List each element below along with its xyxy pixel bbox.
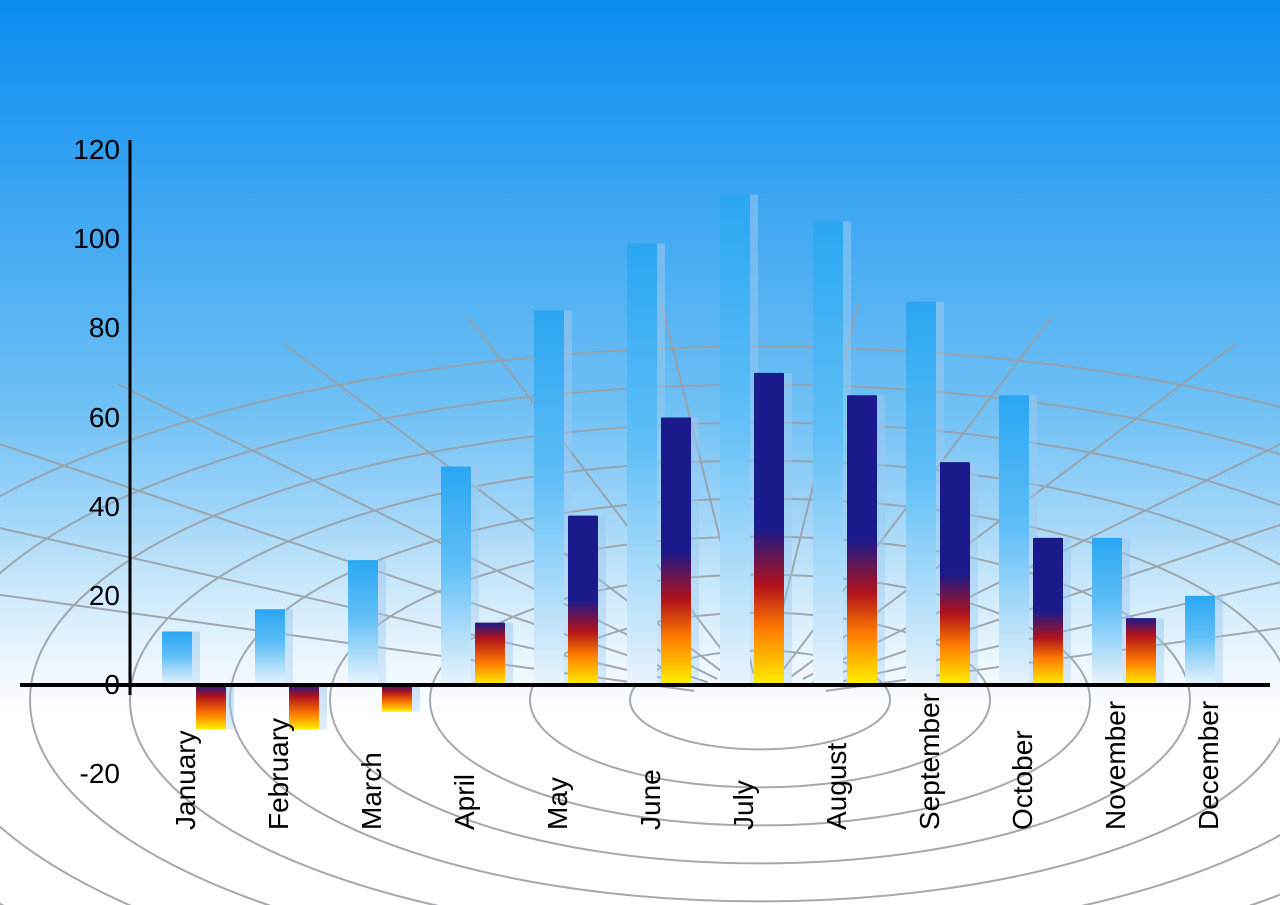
bar-fire <box>661 418 691 686</box>
x-axis-category-label: January <box>170 730 202 830</box>
x-axis-category-label: June <box>635 769 667 830</box>
bar-fire <box>196 685 226 730</box>
x-axis-category-label: April <box>449 774 481 830</box>
x-axis-category-label: September <box>914 693 946 830</box>
bar-blue <box>627 244 657 685</box>
y-axis-tick-label: 80 <box>50 312 120 344</box>
bar-blue <box>813 221 843 685</box>
y-axis-tick-label: 60 <box>50 402 120 434</box>
x-axis-category-label: March <box>356 752 388 830</box>
x-axis-category-label: December <box>1193 701 1225 830</box>
x-axis-category-label: July <box>728 780 760 830</box>
y-axis-tick-label: 20 <box>50 580 120 612</box>
bar-blue <box>348 560 378 685</box>
y-axis-tick-label: 100 <box>50 223 120 255</box>
chart-stage: -20 0 20 40 60 80 100 120 January February March Ap… <box>0 0 1280 905</box>
bar-chart: -20 0 20 40 60 80 100 120 January February March Ap… <box>0 0 1280 905</box>
bar-fire <box>940 462 970 685</box>
bar-fire <box>382 685 412 712</box>
bar-blue <box>255 609 285 685</box>
x-axis-category-label: August <box>821 743 853 830</box>
bar-fire <box>1126 618 1156 685</box>
bar-blue <box>534 311 564 686</box>
bar-fire <box>1033 538 1063 685</box>
bar-blue <box>720 195 750 685</box>
y-axis-tick-label: 120 <box>50 134 120 166</box>
bar-blue <box>999 395 1029 685</box>
bar-fire <box>568 516 598 685</box>
x-axis-category-label: May <box>542 777 574 830</box>
x-axis-category-label: November <box>1100 701 1132 830</box>
bar-blue <box>906 302 936 685</box>
bar-blue <box>1092 538 1122 685</box>
y-axis-tick-label: 0 <box>50 669 120 701</box>
bar-blue <box>441 467 471 685</box>
x-axis-category-label: February <box>263 718 295 830</box>
x-axis-category-label: October <box>1007 730 1039 830</box>
bar-blue <box>1185 596 1215 685</box>
y-axis-tick-label: -20 <box>50 758 120 790</box>
y-axis-tick-label: 40 <box>50 491 120 523</box>
bar-fire <box>475 623 505 685</box>
bar-fire <box>754 373 784 685</box>
bar-fire <box>847 395 877 685</box>
bar-blue <box>162 632 192 686</box>
